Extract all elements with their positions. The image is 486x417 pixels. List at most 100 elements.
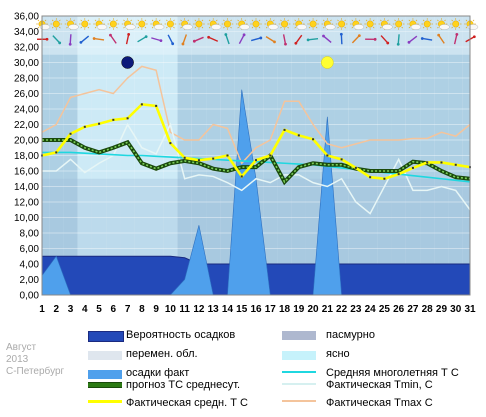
sun-ray	[372, 19, 375, 22]
sun-ray	[294, 26, 297, 29]
sun-ray	[59, 19, 61, 22]
tavg-point	[197, 159, 200, 162]
sun-ray	[294, 19, 297, 22]
sun-ray	[308, 26, 311, 29]
wind-arrow-head	[284, 42, 287, 46]
wind-arrow-icon	[137, 36, 147, 43]
sun-ray	[451, 19, 453, 22]
y-tick-label: 14,00	[14, 182, 39, 193]
wind-arrow-icon	[295, 34, 303, 44]
wind-arrow-head	[306, 38, 310, 42]
legend-label-norm: Средняя многолетняя Т С	[326, 367, 459, 379]
wind-arrow-head	[224, 33, 228, 36]
sun-ray	[387, 19, 389, 22]
cloud-icon	[182, 24, 193, 30]
tavg-point	[297, 134, 300, 137]
wind-arrow-icon	[380, 35, 389, 44]
wind-arrow-icon	[94, 37, 105, 41]
sun-ray	[208, 19, 211, 22]
x-tick-label: 23	[350, 304, 362, 315]
tavg-point	[69, 132, 72, 135]
day-weather-icon	[221, 18, 234, 45]
plot-frame	[41, 15, 471, 296]
sun-ray	[458, 26, 461, 29]
wind-arrow-icon	[422, 37, 433, 41]
sun-ray	[194, 19, 197, 22]
cloud-icon	[439, 24, 450, 30]
legend-swatch-clear	[282, 351, 316, 360]
sun-icon	[423, 20, 431, 28]
wind-arrow-icon	[194, 36, 204, 42]
sun-ray	[51, 19, 54, 22]
cloud-icon	[153, 24, 165, 30]
sun-ray	[44, 19, 47, 22]
sun-ray	[444, 19, 446, 22]
sun-ray	[258, 26, 261, 29]
x-tick-label: 8	[139, 304, 145, 315]
day-weather-icon	[50, 18, 63, 45]
sun-ray	[351, 19, 354, 22]
legend-swatch-tmin	[282, 383, 316, 385]
wind-arrow-head	[472, 35, 476, 39]
sun-ray	[258, 19, 261, 22]
wind-arrow-icon	[351, 35, 360, 44]
x-tick-label: 3	[68, 304, 74, 315]
tavg-point	[369, 176, 372, 179]
series-forecast-line	[42, 139, 471, 184]
sun-ray	[465, 19, 468, 22]
wind-arrow-head	[407, 40, 411, 44]
wind-arrow-head	[45, 37, 49, 41]
sun-icon	[81, 20, 89, 28]
tavg-point	[383, 177, 386, 180]
y-tick-label: 2,00	[20, 275, 40, 286]
sun-ray	[337, 19, 339, 22]
legend-swatch-forecast	[88, 382, 122, 388]
wind-arrow-icon	[340, 34, 343, 45]
tavg-point	[426, 161, 429, 164]
wind-arrow-icon	[308, 37, 319, 41]
sun-ray	[230, 19, 232, 22]
x-tick-label: 12	[193, 304, 205, 315]
wind-arrow-icon	[250, 37, 262, 42]
cloud-icon	[296, 24, 307, 30]
y-tick-labels: 0,00 2,00 4,00 6,00 8,00 10,00 12,00 14,00 16,00…	[14, 12, 39, 302]
legend-label-clear: ясно	[326, 348, 350, 360]
sun-ray	[123, 19, 125, 22]
wind-arrow-head	[207, 35, 211, 39]
sun-ray	[109, 26, 111, 29]
sun-ray	[265, 19, 268, 22]
tavg-point	[440, 161, 443, 164]
sun-icon	[452, 20, 460, 28]
tavg-point	[83, 125, 86, 128]
legend-swatch-norm	[282, 371, 316, 373]
sun-ray	[144, 19, 147, 22]
y-tick-label: 8,00	[20, 229, 40, 240]
day-weather-icon	[449, 18, 462, 45]
day-weather-icon	[392, 18, 405, 46]
sun-ray	[237, 26, 239, 29]
y-tick-label: 32,00	[14, 43, 39, 54]
wind-arrow-head	[339, 32, 343, 36]
sun-ray	[173, 19, 175, 22]
sun-ray	[166, 19, 168, 22]
day-weather-icon	[136, 18, 148, 43]
wind-arrow-head	[386, 41, 390, 45]
sun-ray	[87, 19, 90, 22]
cloud-icon	[410, 24, 422, 30]
wind-arrow-icon	[438, 34, 445, 44]
legend-label-tavg: Фактическая средн. Т С	[126, 397, 248, 409]
x-tick-label: 2	[53, 304, 59, 315]
sun-ray	[287, 26, 289, 29]
y-tick-label: 4,00	[20, 260, 40, 271]
wind-arrow-head	[181, 42, 185, 46]
sun-ray	[137, 26, 140, 29]
sun-ray	[330, 19, 332, 22]
sun-ray	[394, 26, 396, 29]
wind-arrow-head	[58, 41, 62, 45]
tavg-point	[240, 175, 243, 178]
wind-arrow-icon	[167, 34, 174, 45]
x-tick-label: 25	[379, 304, 391, 315]
tavg-point	[183, 156, 186, 159]
y-tick-label: 36,00	[14, 12, 39, 23]
day-weather-icon	[121, 18, 136, 45]
